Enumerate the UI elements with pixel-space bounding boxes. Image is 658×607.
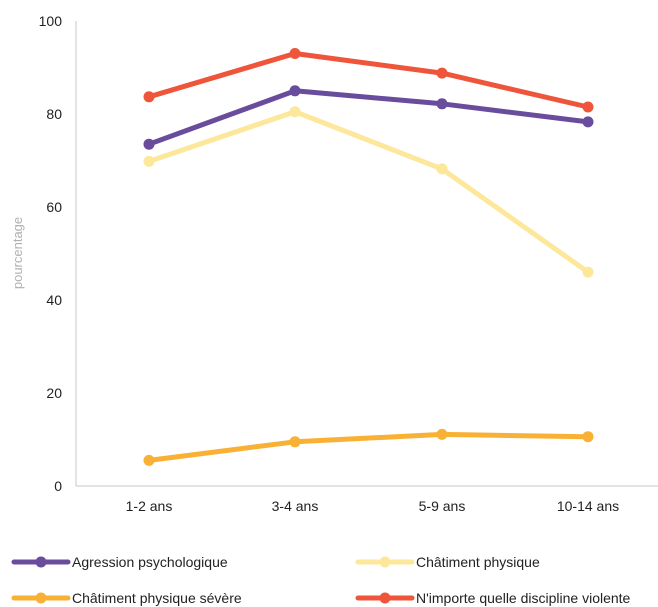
legend: Agression psychologique Châtiment physiqu… <box>11 554 631 606</box>
y-tick-label: 80 <box>46 106 62 122</box>
data-point <box>143 91 155 103</box>
series-group <box>143 48 594 466</box>
y-tick-label: 100 <box>39 13 63 29</box>
series-line <box>146 51 591 110</box>
y-tick-label: 20 <box>46 385 62 401</box>
data-point <box>582 431 594 443</box>
legend-label: Agression psychologique <box>72 554 228 570</box>
data-point <box>289 106 301 118</box>
y-tick-label: 40 <box>46 292 62 308</box>
data-point <box>143 138 155 150</box>
legend-label: Châtiment physique <box>416 554 540 570</box>
legend-swatch-marker <box>35 556 47 568</box>
data-point <box>289 48 301 59</box>
x-tick-label: 1-2 ans <box>126 498 173 514</box>
data-point <box>582 266 594 278</box>
data-point <box>143 454 155 466</box>
legend-item: Châtiment physique sévère <box>11 590 242 606</box>
axes <box>75 21 658 487</box>
series-line <box>146 431 591 463</box>
legend-item: Châtiment physique <box>355 554 540 570</box>
y-tick-label: 60 <box>46 199 62 215</box>
x-tick-label: 5-9 ans <box>419 498 466 514</box>
legend-label: N'importe quelle discipline violente <box>416 590 631 606</box>
x-tick-labels: 1-2 ans 3-4 ans 5-9 ans 10-14 ans <box>126 498 619 514</box>
data-point <box>436 163 448 175</box>
y-axis-title: pourcentage <box>10 217 25 289</box>
series-line <box>146 88 591 147</box>
legend-swatch-marker <box>379 556 391 568</box>
legend-swatch-marker <box>35 592 47 604</box>
legend-label: Châtiment physique sévère <box>72 590 242 606</box>
legend-swatch-marker <box>379 592 391 604</box>
y-tick-labels: 0 20 40 60 80 100 <box>39 13 63 494</box>
legend-item: Agression psychologique <box>11 554 228 570</box>
data-point <box>289 85 301 97</box>
x-tick-label: 3-4 ans <box>272 498 319 514</box>
data-point <box>436 428 448 440</box>
data-point <box>143 155 155 167</box>
y-tick-label: 0 <box>54 478 62 494</box>
data-point <box>289 436 301 448</box>
data-point <box>436 98 448 110</box>
x-tick-label: 10-14 ans <box>557 498 619 514</box>
data-point <box>436 67 448 79</box>
data-point <box>582 116 594 128</box>
data-point <box>582 101 594 113</box>
series-line <box>146 109 591 275</box>
legend-item: N'importe quelle discipline violente <box>355 590 631 606</box>
